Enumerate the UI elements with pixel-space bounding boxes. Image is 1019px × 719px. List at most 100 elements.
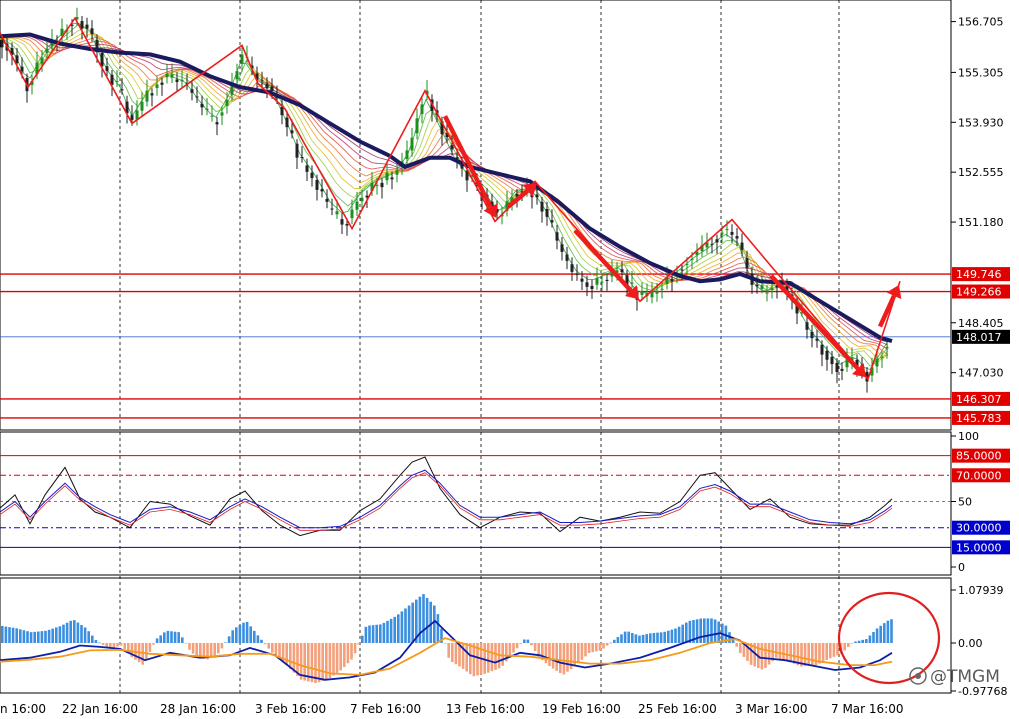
macd-bar xyxy=(659,632,663,643)
macd-bar xyxy=(242,622,245,643)
macd-bar xyxy=(634,634,638,643)
macd-bar xyxy=(879,625,882,643)
macd-bar xyxy=(170,631,173,643)
macd-bar xyxy=(148,642,152,652)
macd-bar xyxy=(595,642,598,652)
candle-body xyxy=(175,79,179,82)
macd-bar xyxy=(854,641,857,643)
time-label: 13 Feb 16:00 xyxy=(446,702,525,716)
candle-body xyxy=(825,350,829,360)
trend-arrow-head-icon xyxy=(851,363,866,378)
macd-bar xyxy=(778,642,782,659)
macd-bar xyxy=(101,642,105,645)
candle-body xyxy=(560,244,564,252)
price-tick-label: 153.930 xyxy=(958,116,1004,129)
macd-bar xyxy=(184,642,188,644)
macd-panel[interactable] xyxy=(0,577,952,694)
macd-bar xyxy=(490,642,494,672)
macd-bar xyxy=(227,636,231,643)
candle-body xyxy=(450,145,454,150)
macd-bar xyxy=(875,628,879,643)
macd-bar xyxy=(544,642,548,664)
trend-arrow-shaft xyxy=(442,115,493,209)
macd-bar xyxy=(382,622,386,643)
candle-body xyxy=(495,209,499,213)
price-tick-label: 151.180 xyxy=(958,216,1004,229)
macd-bar xyxy=(724,625,728,643)
candle-body xyxy=(235,71,239,80)
macd-bar xyxy=(73,620,76,643)
candle-body xyxy=(510,197,514,203)
watermark: @TMGM xyxy=(909,667,1000,687)
price-level-badge xyxy=(952,329,1010,344)
macd-bar xyxy=(886,620,890,643)
candle-body xyxy=(140,101,144,111)
candle-body xyxy=(370,182,374,191)
macd-bar xyxy=(418,596,422,643)
time-label: 3 Feb 16:00 xyxy=(255,702,326,716)
macd-bar xyxy=(15,628,18,643)
macd-bar xyxy=(602,642,605,649)
macd-bar xyxy=(368,625,371,643)
macd-bar xyxy=(821,642,825,662)
candle-body xyxy=(555,232,559,241)
macd-bar xyxy=(328,642,332,678)
macd-bar xyxy=(177,632,180,643)
price-panel[interactable] xyxy=(0,0,952,431)
price-level-label: 145.783 xyxy=(956,412,1002,425)
macd-bar xyxy=(109,642,112,649)
price-level-badge xyxy=(952,410,1010,425)
candle-body xyxy=(290,130,294,134)
macd-bar xyxy=(465,642,468,672)
macd-bar xyxy=(386,620,389,643)
macd-bar xyxy=(627,631,630,643)
candle-body xyxy=(570,264,574,272)
candle-body xyxy=(690,258,694,260)
trend-arrow-head-icon xyxy=(483,203,498,218)
macd-bar xyxy=(1,625,4,643)
candle-body xyxy=(865,371,869,382)
macd-bar xyxy=(605,642,609,646)
signal-line xyxy=(0,637,893,676)
stoch-level-label: 85.0000 xyxy=(956,450,1002,463)
macd-bar xyxy=(814,642,818,666)
macd-bar xyxy=(191,642,195,654)
macd-bar xyxy=(472,642,476,677)
macd-bar xyxy=(861,639,864,643)
macd-bar xyxy=(19,629,22,643)
macd-bar xyxy=(533,642,537,652)
candle-body xyxy=(545,209,549,217)
macd-bar xyxy=(868,635,872,643)
macd-bar xyxy=(508,642,512,657)
macd-bar xyxy=(181,637,184,643)
macd-bar xyxy=(760,642,764,670)
candle-body xyxy=(240,54,244,64)
macd-bar xyxy=(55,627,58,643)
candle-body xyxy=(190,89,194,93)
macd-bar xyxy=(641,634,645,643)
price-level-label: 149.746 xyxy=(956,268,1002,281)
candle-body xyxy=(585,282,589,287)
macd-bar xyxy=(332,642,335,676)
candle-body xyxy=(0,39,4,48)
candle-body xyxy=(45,48,49,53)
candle-body xyxy=(195,96,199,98)
price-tick-label: 156.705 xyxy=(958,16,1004,29)
macd-bar xyxy=(688,620,692,643)
candle-body xyxy=(775,285,779,288)
macd-bar xyxy=(224,642,227,643)
price-level-badge xyxy=(952,284,1010,299)
macd-bar xyxy=(429,601,432,643)
stochastic-panel[interactable] xyxy=(0,431,952,576)
macd-bar xyxy=(731,639,735,643)
stoch-level-badge xyxy=(952,468,1010,483)
macd-bar xyxy=(271,642,274,653)
trend-arrow-head-icon xyxy=(624,285,639,300)
candle-body xyxy=(415,118,419,134)
candle-body xyxy=(225,99,229,106)
macd-bar xyxy=(767,642,771,665)
macd-bar xyxy=(253,630,256,643)
candle-body xyxy=(205,108,209,111)
macd-bar xyxy=(397,614,400,643)
